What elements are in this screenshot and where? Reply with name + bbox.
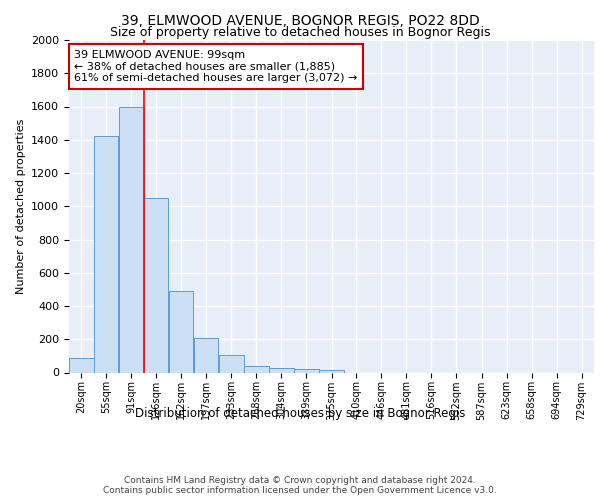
Bar (94, 136, 118, 372)
Bar (144, 198, 169, 372)
Bar (169, 291, 193, 372)
Bar (269, 368, 293, 372)
Bar (244, 366, 269, 372)
Text: 39, ELMWOOD AVENUE, BOGNOR REGIS, PO22 8DD: 39, ELMWOOD AVENUE, BOGNOR REGIS, PO22 8… (121, 14, 479, 28)
Text: Contains HM Land Registry data © Crown copyright and database right 2024.
Contai: Contains HM Land Registry data © Crown c… (103, 476, 497, 495)
Bar (194, 338, 218, 372)
Bar (219, 355, 244, 372)
Bar (294, 369, 319, 372)
Text: Distribution of detached houses by size in Bognor Regis: Distribution of detached houses by size … (135, 408, 465, 420)
Text: 39 ELMWOOD AVENUE: 99sqm
← 38% of detached houses are smaller (1,885)
61% of sem: 39 ELMWOOD AVENUE: 99sqm ← 38% of detach… (74, 50, 358, 83)
Bar (319, 370, 344, 372)
Y-axis label: Number of detached properties: Number of detached properties (16, 118, 26, 294)
Bar (119, 106, 144, 372)
Text: Size of property relative to detached houses in Bognor Regis: Size of property relative to detached ho… (110, 26, 490, 39)
Bar (69, 358, 94, 372)
